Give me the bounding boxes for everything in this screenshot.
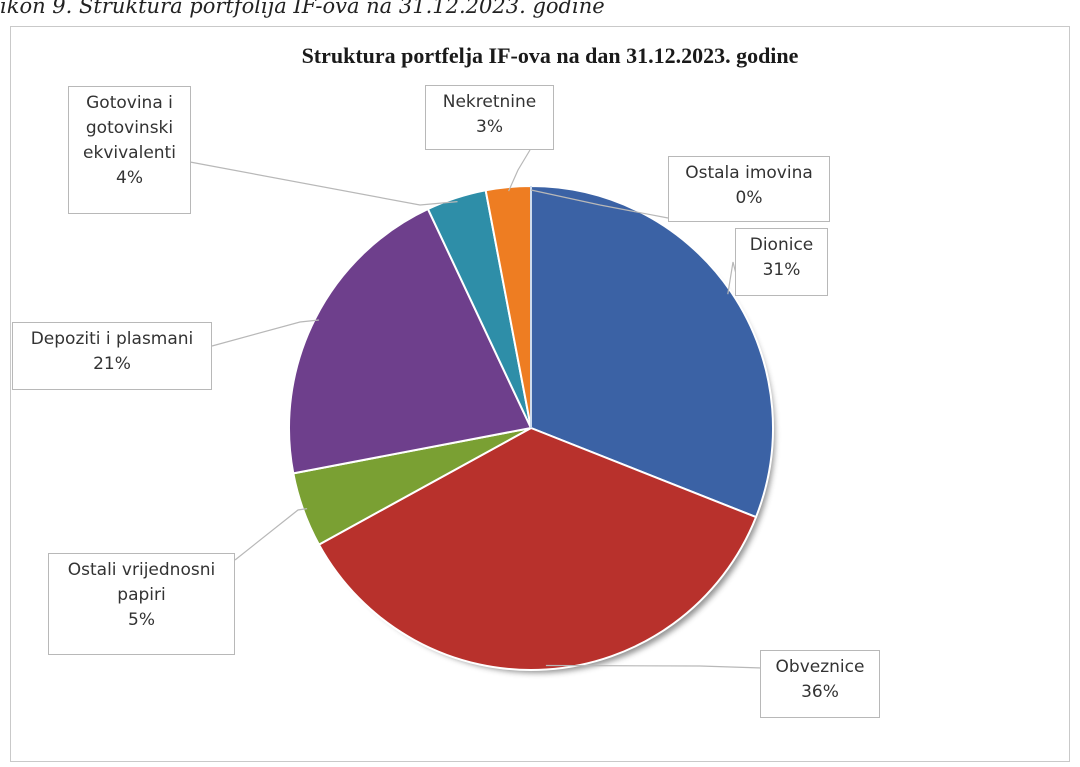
label-dionice: Dionice 31% bbox=[735, 228, 828, 296]
leader-line-ostali-vrijednosni-papiri bbox=[234, 508, 308, 561]
chart-frame bbox=[10, 26, 1070, 762]
chart-title: Struktura portfelja IF-ova na dan 31.12.… bbox=[301, 43, 799, 68]
label-obveznice: Obveznice 36% bbox=[760, 650, 880, 718]
pie-slice-obveznice bbox=[317, 427, 758, 671]
leader-line-gotovina-i-gotovinski-ekvivalenti bbox=[189, 161, 458, 206]
label-depoziti-i-plasmani: Depoziti i plasmani 21% bbox=[12, 322, 212, 390]
label-gotovina: Gotovina i gotovinski ekvivalenti 4% bbox=[68, 86, 191, 214]
label-nekretnine: Nekretnine 3% bbox=[425, 85, 554, 150]
leader-line-obveznice bbox=[545, 664, 763, 669]
leader-line-ostala-imovina bbox=[530, 189, 669, 219]
figure-caption: ikon 9. Struktura portfolija IF-ova na 3… bbox=[0, 0, 605, 18]
pie-slice-depoziti-i-plasmani bbox=[288, 208, 532, 475]
label-ostali-vrijednosni-papiri: Ostali vrijednosni papiri 5% bbox=[48, 553, 235, 655]
leader-line-nekretnine bbox=[508, 149, 531, 192]
pie-slice-dionice bbox=[530, 185, 774, 519]
leader-line-depoziti-i-plasmani bbox=[211, 319, 319, 347]
label-ostala-imovina: Ostala imovina 0% bbox=[668, 156, 830, 222]
